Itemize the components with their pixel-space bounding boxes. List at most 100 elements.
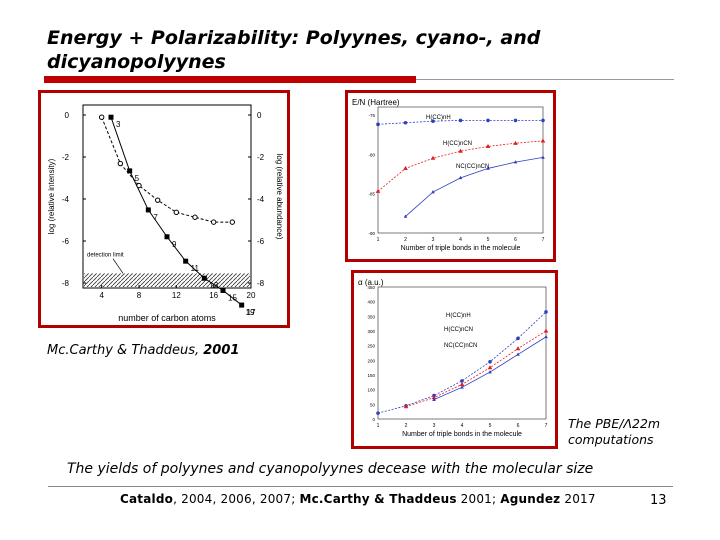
chart-title: E/N (Hartree)	[352, 98, 400, 107]
series-label-0: H(CC)nH	[426, 115, 451, 121]
series-point-1	[431, 395, 437, 400]
series1-point	[108, 114, 114, 120]
x-tick-label: 8	[137, 291, 142, 300]
series-point-1	[459, 381, 465, 386]
series-line-2	[405, 157, 544, 217]
series-point-1	[543, 328, 549, 333]
y-tick-label: 50	[370, 402, 376, 407]
series-label-1: H(CC)nCN	[443, 141, 472, 147]
y-tick-label-right: -2	[257, 153, 265, 162]
series-point-1	[403, 404, 409, 409]
x-axis-label: Number of triple bonds in the molecule	[401, 245, 521, 252]
series1-point-label: 15	[228, 293, 237, 302]
y-tick-label-left: -8	[62, 279, 70, 288]
references: Cataldo, 2004, 2006, 2007; Mc.Carthy & T…	[120, 492, 596, 506]
x-tick-label: 4	[99, 291, 104, 300]
series-point-2	[458, 175, 463, 180]
y-tick-label-left: 0	[65, 111, 70, 120]
series1-point-label: 13	[209, 281, 218, 290]
series-point-2	[544, 334, 548, 339]
series-label-2: NC(CC)nCN	[456, 164, 489, 170]
energy-chart: E/N (Hartree) 1 2 3 4 5 6 7 -75 -80 -85 -90 Number o…	[352, 98, 546, 252]
series1-point	[183, 258, 189, 264]
series-point-2	[432, 397, 436, 401]
series-label-0: H(CC)nH	[446, 313, 471, 319]
series-label-1: H(CC)nCN	[444, 327, 473, 333]
bottom-caption: The yields of polyynes and cyanopolyynes…	[67, 461, 594, 477]
series-point-0	[460, 379, 464, 383]
x-tick-label: 6	[517, 423, 520, 429]
y-tick-label-right: -4	[257, 195, 265, 204]
y-tick-label-right: -6	[257, 237, 265, 246]
page-number: 13	[650, 493, 667, 508]
x-tick-label: 5	[489, 423, 492, 429]
series-point-0	[486, 118, 490, 123]
series2-point	[136, 182, 142, 189]
extra-point-label: 19	[246, 308, 255, 317]
y-tick-label: -75	[368, 113, 375, 118]
y-tick-label-left: -4	[62, 195, 70, 204]
series1-point	[164, 234, 170, 240]
y-tick-label-right: -8	[257, 279, 265, 288]
series1-point	[127, 168, 133, 174]
y-tick-label: 200	[367, 358, 375, 363]
x-tick-label: 20	[247, 291, 256, 300]
x-tick-label: 2	[405, 423, 408, 429]
y-tick-label-left: -6	[62, 237, 70, 246]
series1-point-label: 7	[153, 213, 158, 222]
x-tick-label: 3	[433, 423, 436, 429]
x-axis-label: Number of triple bonds in the molecule	[402, 431, 522, 438]
series2-point	[154, 197, 161, 203]
right-caption: The PBE/Λ22m computations	[568, 416, 661, 447]
series-point-2	[403, 214, 408, 218]
detection-limit-label: detection limit	[87, 252, 124, 258]
detection-limit-arrow	[112, 258, 124, 274]
y-tick-label: 400	[367, 300, 375, 305]
x-tick-label: 4	[459, 237, 462, 243]
series-point-1	[515, 346, 521, 351]
polarizability-chart: α (a.u.) 1 2 3 4 5 6 7 0 50 100 150 200 250 300 350 400 4…	[358, 278, 549, 438]
x-tick-label: 2	[404, 237, 407, 243]
slide-title: Energy + Polarizability: Polyynes, cyano…	[47, 27, 541, 73]
series-point-2	[460, 385, 464, 389]
series1-point-label: 11	[191, 264, 200, 273]
series1-curve	[110, 117, 242, 306]
series-point-2	[488, 370, 492, 374]
series1-point	[145, 207, 151, 213]
series-point-0	[403, 120, 408, 125]
x-tick-label: 1	[377, 423, 380, 429]
series-line-1	[405, 330, 547, 408]
series-point-1	[487, 365, 493, 370]
y-tick-label: 150	[367, 373, 375, 378]
series-point-0	[513, 118, 518, 123]
x-tick-label: 3	[432, 237, 435, 243]
series2-point	[210, 219, 217, 225]
title-rule-thin	[416, 79, 674, 80]
y-tick-label: 100	[367, 388, 375, 393]
series1-point	[239, 302, 245, 308]
x-tick-label: 7	[542, 237, 545, 243]
series1-point-label: 5	[135, 174, 140, 183]
series-point-2	[516, 352, 520, 356]
x-tick-label: 7	[545, 423, 548, 429]
footer-rule	[48, 486, 673, 487]
x-tick-label: 6	[514, 237, 517, 243]
series-point-0	[376, 122, 380, 127]
series-point-0	[544, 310, 548, 314]
series-point-2	[541, 155, 545, 159]
y-tick-label: 350	[367, 314, 375, 319]
x-tick-label: 1	[377, 237, 380, 243]
series-point-0	[516, 336, 520, 341]
series1-point-label: 9	[172, 240, 177, 249]
series1-point	[201, 275, 207, 281]
series-point-0	[488, 360, 492, 364]
x-axis-label: number of carbon atoms	[118, 313, 216, 323]
title-rule	[44, 76, 416, 83]
series-point-1	[403, 165, 408, 171]
x-tick-label: 12	[172, 291, 181, 300]
plot-frame	[82, 104, 252, 289]
y-tick-label-right: 0	[257, 111, 262, 120]
series-point-1	[513, 140, 518, 145]
series2-point	[229, 219, 236, 225]
series2-point	[117, 160, 124, 167]
